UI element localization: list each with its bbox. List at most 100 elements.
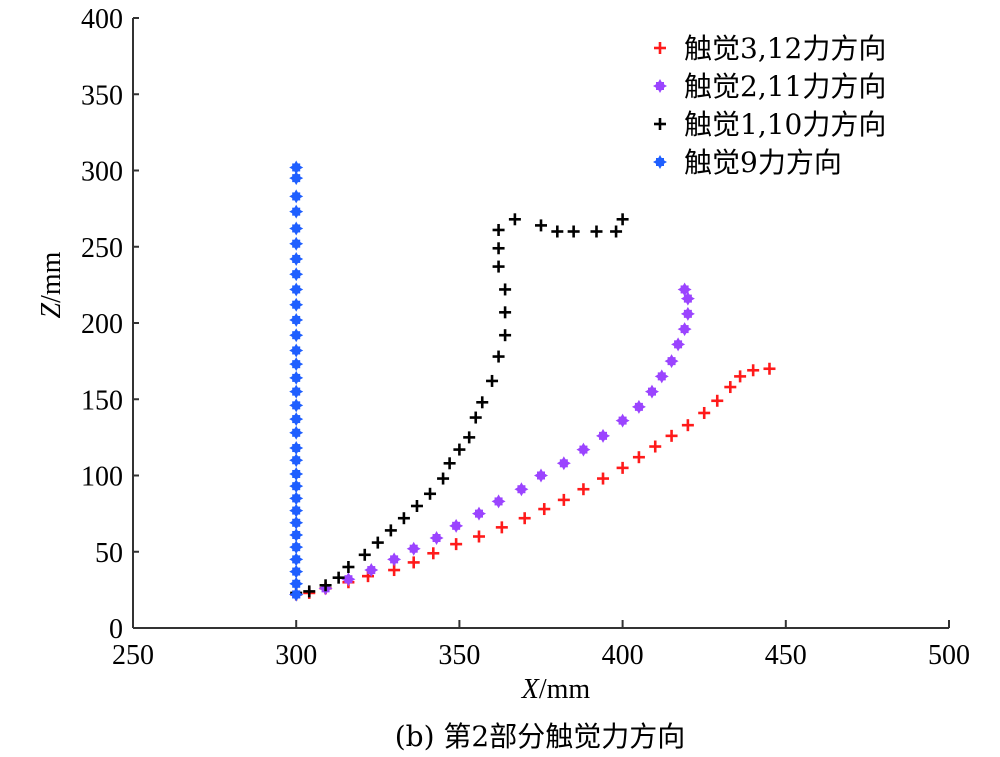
- data-point: [289, 479, 304, 494]
- data-point: [289, 412, 304, 427]
- data-point: [289, 425, 304, 440]
- data-point: [551, 225, 564, 238]
- data-point: [289, 564, 304, 579]
- data-point: [631, 399, 646, 414]
- data-point: [492, 350, 505, 363]
- legend-marker-icon: [653, 155, 667, 169]
- data-point: [557, 493, 570, 506]
- data-point: [680, 306, 695, 321]
- data-point: [538, 503, 551, 516]
- data-point: [289, 160, 304, 175]
- data-point: [303, 585, 316, 598]
- data-point: [449, 518, 464, 533]
- data-point: [289, 576, 304, 591]
- data-point: [407, 556, 420, 569]
- data-point: [567, 225, 580, 238]
- figure-caption: (b) 第2部分触觉力方向: [395, 720, 686, 753]
- legend-label: 触觉2,11力方向: [684, 70, 886, 103]
- x-tick-label: 300: [275, 640, 317, 671]
- data-point: [463, 431, 476, 444]
- data-point: [397, 512, 410, 525]
- data-point: [486, 374, 499, 387]
- data-point: [358, 548, 371, 561]
- data-point: [319, 579, 332, 592]
- data-point: [665, 429, 678, 442]
- series-4: [289, 160, 304, 602]
- x-axis-title: X/mm: [521, 674, 591, 705]
- legend-item: 触觉1,10力方向: [654, 108, 886, 141]
- legend-marker-icon: [653, 79, 667, 93]
- data-point: [289, 503, 304, 518]
- data-point: [734, 370, 747, 383]
- data-point: [680, 291, 695, 306]
- data-point: [763, 362, 776, 375]
- y-tick-label: 50: [95, 538, 123, 569]
- data-point: [492, 242, 505, 255]
- data-point: [576, 442, 591, 457]
- y-tick-label: 250: [81, 233, 123, 264]
- y-axis-title-unit: /mm: [36, 251, 67, 303]
- series-1: [290, 362, 776, 601]
- data-point: [556, 456, 571, 471]
- data-point: [518, 512, 531, 525]
- data-point: [472, 530, 485, 543]
- data-point: [615, 413, 630, 428]
- data-point: [289, 204, 304, 219]
- data-point: [289, 312, 304, 327]
- data-point: [471, 506, 486, 521]
- y-axis-title-var: Z: [36, 302, 67, 318]
- data-point: [289, 343, 304, 358]
- data-point: [514, 482, 529, 497]
- data-point: [289, 552, 304, 567]
- data-point: [371, 536, 384, 549]
- data-point: [443, 457, 456, 470]
- data-point: [289, 267, 304, 282]
- data-point: [724, 381, 737, 394]
- data-point: [289, 540, 304, 555]
- data-point: [698, 406, 711, 419]
- y-axis-title: Z/mm: [36, 251, 67, 318]
- data-point: [711, 394, 724, 407]
- data-point: [289, 189, 304, 204]
- data-point: [289, 466, 304, 481]
- data-point: [289, 587, 304, 602]
- x-axis-title-var: X: [521, 674, 540, 705]
- series-2: [289, 282, 695, 602]
- data-point: [681, 419, 694, 432]
- y-tick-label: 100: [81, 462, 123, 493]
- data-point: [289, 297, 304, 312]
- data-point: [289, 441, 304, 456]
- data-point: [534, 468, 548, 483]
- data-point: [597, 472, 610, 485]
- data-point: [289, 357, 304, 372]
- data-point: [289, 171, 304, 186]
- x-tick-label: 350: [438, 640, 480, 671]
- data-point: [632, 451, 645, 464]
- y-tick-label: 200: [81, 309, 123, 340]
- y-tick-label: 300: [81, 157, 123, 188]
- data-point: [429, 531, 444, 546]
- data-point: [384, 524, 397, 537]
- data-point: [590, 225, 603, 238]
- legend-marker-icon: [654, 42, 666, 54]
- data-point: [644, 384, 659, 399]
- data-point: [406, 541, 421, 556]
- data-point: [332, 571, 345, 584]
- data-point: [289, 251, 304, 266]
- data-point: [364, 563, 379, 578]
- data-point: [492, 223, 505, 236]
- data-point: [499, 329, 512, 342]
- x-tick-label: 450: [765, 640, 807, 671]
- data-point: [410, 500, 423, 512]
- y-tick-label: 150: [81, 385, 123, 416]
- data-point: [289, 282, 304, 297]
- data-point: [289, 453, 304, 468]
- data-points: [289, 160, 776, 602]
- x-tick-label: 250: [112, 640, 154, 671]
- legend-label: 触觉9力方向: [684, 146, 842, 179]
- data-point: [747, 364, 760, 377]
- legend-item: 触觉9力方向: [653, 146, 842, 179]
- x-axis-title-unit: /mm: [539, 674, 591, 705]
